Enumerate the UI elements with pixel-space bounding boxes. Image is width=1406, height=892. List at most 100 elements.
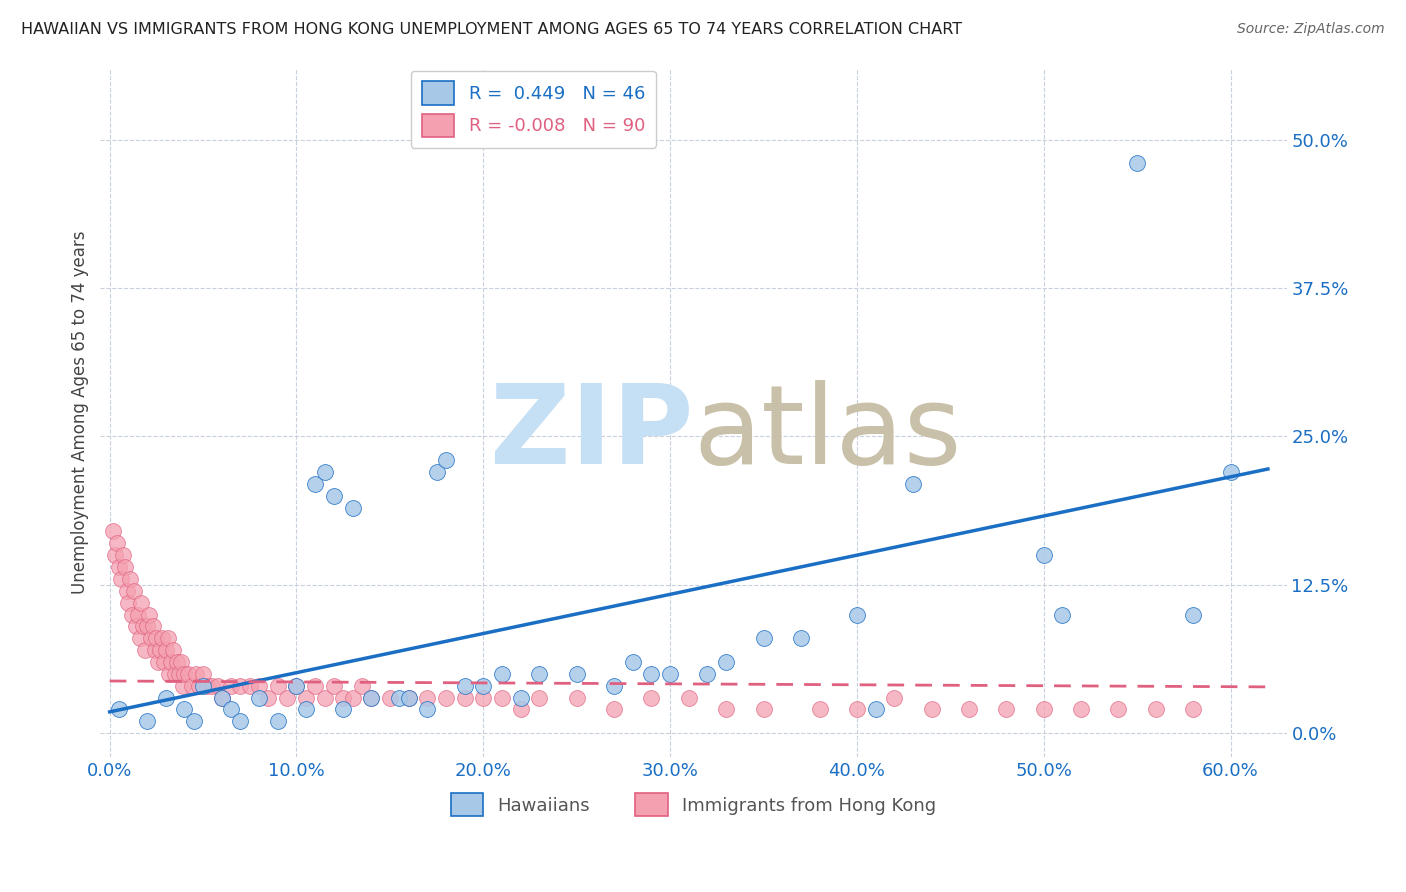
Point <box>332 702 354 716</box>
Point <box>180 679 202 693</box>
Point <box>640 666 662 681</box>
Point <box>314 465 336 479</box>
Point <box>957 702 980 716</box>
Point <box>183 714 205 729</box>
Point <box>276 690 298 705</box>
Point <box>201 679 224 693</box>
Point <box>229 714 252 729</box>
Point <box>132 619 155 633</box>
Point <box>295 702 318 716</box>
Point <box>103 524 125 539</box>
Point <box>159 666 181 681</box>
Text: atlas: atlas <box>693 380 962 487</box>
Point <box>565 666 588 681</box>
Point <box>167 666 190 681</box>
Point <box>120 572 142 586</box>
Point <box>160 655 183 669</box>
Point <box>166 655 188 669</box>
Point <box>139 632 162 646</box>
Point <box>322 489 344 503</box>
Point <box>603 679 626 693</box>
Point <box>153 655 176 669</box>
Point <box>136 714 159 729</box>
Point <box>714 655 737 669</box>
Point <box>131 596 153 610</box>
Point <box>247 690 270 705</box>
Point <box>138 607 160 622</box>
Point <box>173 666 195 681</box>
Point <box>491 690 513 705</box>
Point <box>117 596 139 610</box>
Point <box>125 619 148 633</box>
Point <box>134 643 156 657</box>
Point <box>195 679 218 693</box>
Text: HAWAIIAN VS IMMIGRANTS FROM HONG KONG UNEMPLOYMENT AMONG AGES 65 TO 74 YEARS COR: HAWAIIAN VS IMMIGRANTS FROM HONG KONG UN… <box>21 22 962 37</box>
Point <box>188 679 211 693</box>
Point <box>207 679 229 693</box>
Point <box>714 702 737 716</box>
Point <box>434 690 457 705</box>
Point <box>453 679 475 693</box>
Point <box>696 666 718 681</box>
Point <box>122 583 145 598</box>
Point <box>304 679 326 693</box>
Point <box>247 679 270 693</box>
Point <box>865 702 887 716</box>
Point <box>104 548 127 562</box>
Point <box>416 690 439 705</box>
Point <box>148 655 170 669</box>
Point <box>257 690 280 705</box>
Point <box>108 702 131 716</box>
Point <box>173 702 195 716</box>
Point <box>170 655 193 669</box>
Point <box>108 560 131 574</box>
Point <box>350 679 373 693</box>
Point <box>239 679 262 693</box>
Point <box>416 702 439 716</box>
Point <box>1182 702 1205 716</box>
Point <box>219 702 242 716</box>
Point <box>565 690 588 705</box>
Point <box>752 702 775 716</box>
Point <box>184 666 207 681</box>
Point <box>156 632 179 646</box>
Point <box>322 679 344 693</box>
Point <box>472 679 495 693</box>
Point <box>211 690 233 705</box>
Point <box>1144 702 1167 716</box>
Point <box>267 714 290 729</box>
Point <box>314 690 336 705</box>
Point <box>172 679 194 693</box>
Point <box>434 453 457 467</box>
Point <box>603 702 626 716</box>
Point <box>219 679 242 693</box>
Point <box>509 690 531 705</box>
Point <box>845 607 868 622</box>
Point <box>332 690 354 705</box>
Point <box>105 536 128 550</box>
Point <box>752 632 775 646</box>
Point <box>995 702 1018 716</box>
Point <box>267 679 290 693</box>
Point <box>142 619 165 633</box>
Point <box>136 619 159 633</box>
Point <box>1107 702 1129 716</box>
Text: ZIP: ZIP <box>491 380 693 487</box>
Point <box>529 690 551 705</box>
Point <box>1070 702 1092 716</box>
Point <box>1219 465 1241 479</box>
Point <box>491 666 513 681</box>
Point <box>145 632 167 646</box>
Point <box>177 666 200 681</box>
Point <box>165 666 187 681</box>
Point <box>360 690 382 705</box>
Point <box>191 679 214 693</box>
Point <box>398 690 420 705</box>
Point <box>845 702 868 716</box>
Point <box>115 583 138 598</box>
Point <box>155 690 177 705</box>
Point <box>1032 702 1054 716</box>
Point <box>808 702 831 716</box>
Point <box>285 679 308 693</box>
Point <box>127 607 149 622</box>
